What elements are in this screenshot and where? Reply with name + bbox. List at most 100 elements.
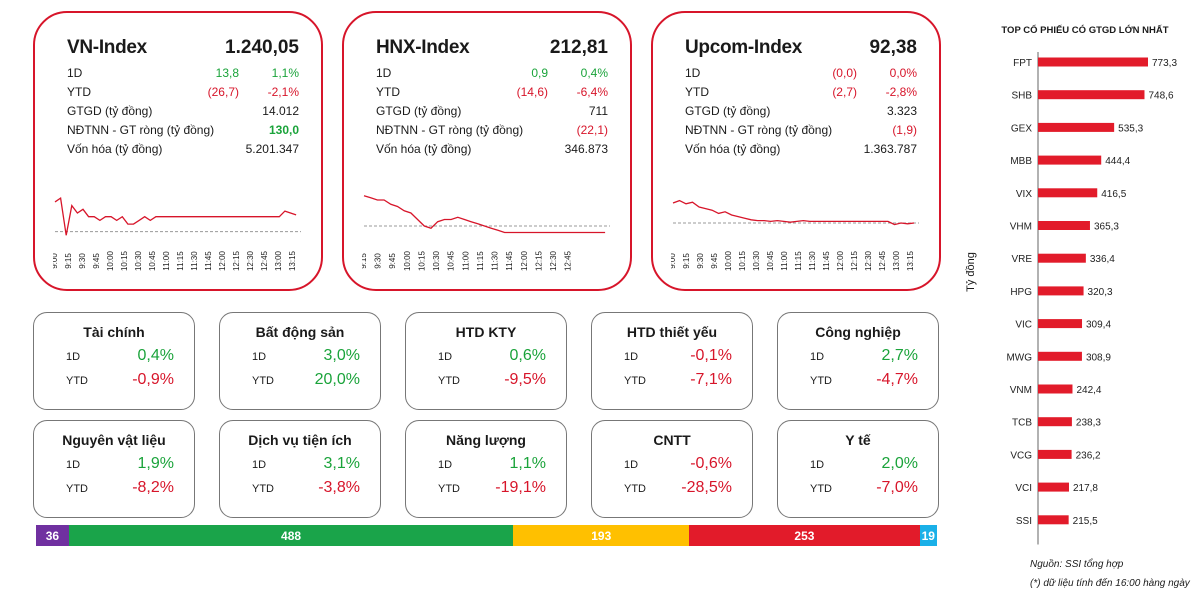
value-label: 236,2 [1076,450,1101,461]
category-label: VCG [1010,450,1032,461]
intraday-chart: 9:00 9:15 9:30 9:45 10:00 10:15 10:30 10:45 11:0… [53,183,305,288]
time-tick-label: 11:00 [162,251,171,271]
row-label: YTD [376,85,400,99]
sector-ytd-row: YTD -19,1% [438,479,546,499]
change-percent: 0,4% [580,66,608,80]
row-label: NĐTNN - GT ròng (tỷ đồng) [67,123,215,137]
index-ndtnn-row: NĐTNN - GT ròng (tỷ đồng) (22,1) [376,123,608,142]
time-tick-label: 10:45 [148,250,157,271]
row-label: 1D [624,351,639,363]
time-tick-label: 13:00 [274,250,283,271]
value-label: 309,4 [1086,320,1111,331]
time-tick-label: 11:15 [476,251,485,271]
time-tick-label: 13:15 [288,250,297,271]
sector-name: Công nghiệp [815,324,901,340]
row-label: Vốn hóa (tỷ đồng) [376,142,472,156]
time-tick-label: 10:15 [120,250,129,271]
value-label: 217,8 [1073,483,1098,494]
bar [1038,384,1073,394]
sector-1d-value: 3,1% [323,455,360,472]
y-axis-label: Tỷ đồng [965,252,977,292]
time-tick-label: 10:00 [106,250,115,271]
sector-1d-row: 1D -0,6% [624,455,732,475]
time-tick-label: 9:30 [78,253,87,269]
hnxindex-card: HNX-Index 212,81 1D 0,9 0,4% YTD (14,6) … [342,11,632,291]
time-tick-label: 13:15 [906,250,915,271]
bar [1038,122,1115,132]
bar [1038,286,1084,296]
time-tick-label: 12:15 [534,250,543,271]
change-value: (14,6) [516,85,548,99]
sector-ytd-value: -8,2% [132,479,174,496]
row-label: 1D [810,351,825,363]
sector-name: Năng lượng [446,432,526,448]
sector-card: Y tế 1D 2,0% YTD -7,0% [777,420,939,518]
value-label: 336,4 [1090,254,1115,265]
sector-ytd-value: -7,1% [690,371,732,388]
row-label: YTD [624,483,646,495]
category-label: FPT [1013,58,1032,69]
index-line [672,199,915,226]
sector-1d-value: 1,9% [137,455,174,472]
vonhoa-value: 5.201.347 [245,142,299,156]
market-breadth-bar: 36 488 193 253 19 [36,525,937,546]
row-label: YTD [438,483,460,495]
category-label: VHM [1010,222,1032,233]
time-tick-label: 9:00 [53,253,59,269]
value-label: 444,4 [1105,156,1130,167]
index-gtgd-row: GTGD (tỷ đồng) 711 [376,104,608,123]
time-tick-label: 9:15 [362,253,368,269]
index-value: 212,81 [549,37,608,58]
row-label: GTGD (tỷ đồng) [685,104,771,118]
row-label: YTD [66,375,88,387]
index-value: 1.240,05 [225,37,299,58]
time-tick-label: 9:30 [374,253,383,269]
category-label: SSI [1016,516,1032,527]
time-tick-label: 12:15 [232,250,241,271]
intraday-chart: 9:00 9:15 9:30 9:45 10:00 10:15 10:30 10:45 11:0… [671,183,923,288]
sector-card: HTD thiết yếu 1D -0,1% YTD -7,1% [591,312,753,410]
row-label: YTD [438,375,460,387]
category-label: SHB [1011,91,1032,102]
category-label: TCB [1012,418,1032,429]
vonhoa-value: 346.873 [564,142,608,156]
row-label: 1D [438,459,453,471]
index-1d-row: 1D 0,9 0,4% [376,66,608,85]
change-value: (2,7) [832,85,857,99]
value-label: 748,6 [1148,91,1173,102]
sector-1d-value: 0,6% [509,347,546,364]
sector-1d-value: 2,7% [881,347,918,364]
index-1d-row: 1D 13,8 1,1% [67,66,299,85]
change-percent: 1,1% [271,66,299,80]
index-ytd-row: YTD (2,7) -2,8% [685,85,917,104]
category-label: VNM [1010,385,1032,396]
bar [1038,188,1098,198]
index-ytd-row: YTD (14,6) -6,4% [376,85,608,104]
bar [1038,482,1069,492]
sector-ytd-value: -9,5% [504,371,546,388]
sector-1d-row: 1D 0,6% [438,347,546,367]
value-label: 365,3 [1094,222,1119,233]
sector-1d-row: 1D 3,1% [252,455,360,475]
sector-name: Tài chính [83,324,145,340]
index-gtgd-row: GTGD (tỷ đồng) 14.012 [67,104,299,123]
category-label: VIC [1015,320,1032,331]
change-value: 13,8 [215,66,239,80]
time-tick-label: 11:30 [808,251,817,271]
sector-card: Năng lượng 1D 1,1% YTD -19,1% [405,420,567,518]
bar [1038,515,1069,525]
time-tick-label: 12:00 [520,250,529,271]
sector-1d-value: 0,4% [137,347,174,364]
index-gtgd-row: GTGD (tỷ đồng) 3.323 [685,104,917,123]
change-percent: -2,8% [885,85,917,99]
value-label: 215,5 [1073,516,1098,527]
sector-ytd-row: YTD -8,2% [66,479,174,499]
bar [1038,253,1086,263]
upcomindex-card: Upcom-Index 92,38 1D (0,0) 0,0% YTD (2,7… [651,11,941,291]
change-percent: -6,4% [576,85,608,99]
sector-1d-value: -0,1% [690,347,732,364]
bar [1038,319,1083,329]
bar [1038,90,1145,100]
value-label: 242,4 [1076,385,1101,396]
sector-name: Y tế [845,432,871,448]
